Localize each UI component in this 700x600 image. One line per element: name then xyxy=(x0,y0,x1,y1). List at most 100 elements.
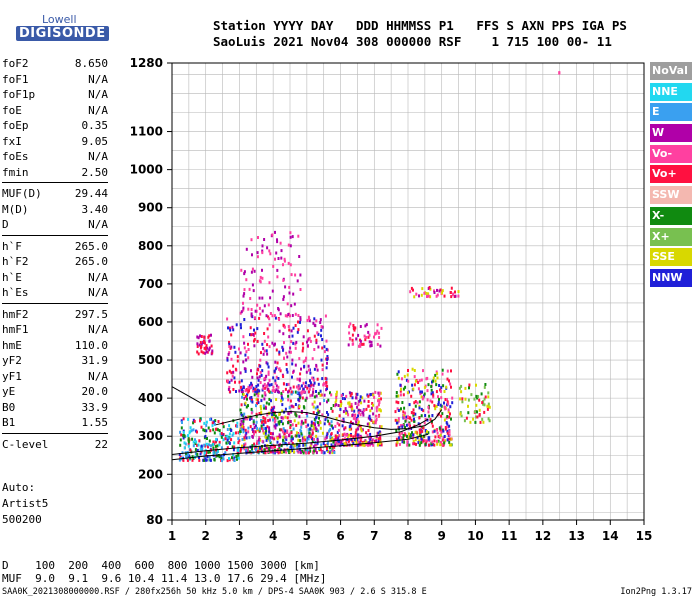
echo-point xyxy=(231,456,233,460)
echo-point xyxy=(220,454,223,458)
echo-point xyxy=(255,412,258,416)
echo-point xyxy=(283,341,285,345)
echo-point xyxy=(335,403,338,407)
echo-point xyxy=(208,348,211,352)
echo-point xyxy=(232,328,235,332)
echo-point xyxy=(375,439,378,443)
echo-point xyxy=(222,438,225,442)
echo-point xyxy=(435,390,438,394)
echo-point xyxy=(403,440,406,444)
echo-point xyxy=(269,436,271,440)
echo-point xyxy=(367,400,370,403)
echo-point xyxy=(218,443,221,447)
echo-point xyxy=(260,411,263,415)
echo-point xyxy=(437,395,439,399)
echo-point xyxy=(354,443,357,447)
echo-point xyxy=(351,413,354,417)
echo-point xyxy=(438,435,441,439)
echo-point xyxy=(245,405,248,409)
echo-point xyxy=(254,309,257,313)
echo-point xyxy=(275,375,278,379)
echo-point xyxy=(262,352,265,356)
echo-point xyxy=(282,390,285,393)
echo-point xyxy=(251,434,254,438)
echo-point xyxy=(268,249,271,253)
echo-point xyxy=(372,443,375,447)
echo-point xyxy=(233,441,236,445)
echo-point xyxy=(429,399,432,403)
echo-point xyxy=(313,317,316,321)
echo-point xyxy=(326,432,329,436)
echo-point xyxy=(275,388,278,392)
echo-point xyxy=(335,436,338,439)
echo-point xyxy=(440,430,443,434)
echo-point xyxy=(412,387,415,391)
echo-point xyxy=(304,438,307,442)
echo-point xyxy=(273,437,276,441)
echo-point xyxy=(483,403,486,407)
echo-point xyxy=(269,312,272,315)
echo-point xyxy=(443,401,445,405)
echo-point xyxy=(239,449,242,453)
echo-point xyxy=(228,345,231,348)
echo-point xyxy=(359,344,362,348)
echo-point xyxy=(405,415,408,419)
echo-point xyxy=(267,335,270,339)
echo-point xyxy=(242,428,245,432)
echo-point xyxy=(272,385,275,389)
echo-point xyxy=(226,446,229,450)
echo-point xyxy=(274,426,277,430)
echo-point xyxy=(222,457,225,461)
echo-point xyxy=(427,443,430,447)
echo-point xyxy=(311,376,314,380)
echo-point xyxy=(425,440,428,444)
echo-point xyxy=(420,441,423,445)
echo-point xyxy=(321,431,324,435)
echo-point xyxy=(348,331,351,335)
echo-point xyxy=(327,450,330,453)
echo-point xyxy=(427,405,430,409)
echo-point xyxy=(469,420,472,424)
echo-point xyxy=(269,439,272,443)
echo-point xyxy=(259,381,262,384)
param-row: hmF2 297.5 xyxy=(2,307,108,323)
echo-point xyxy=(372,393,375,397)
echo-point xyxy=(250,314,253,318)
echo-point xyxy=(289,244,292,248)
echo-point xyxy=(321,363,324,367)
echo-point xyxy=(369,344,372,348)
echo-point xyxy=(212,440,215,444)
echo-point xyxy=(404,426,406,429)
echo-point xyxy=(294,312,297,316)
echo-point xyxy=(249,450,252,454)
echo-point xyxy=(289,263,292,267)
echo-point xyxy=(277,377,280,380)
echo-point xyxy=(212,420,215,424)
echo-point xyxy=(439,428,442,432)
echo-point xyxy=(197,336,200,340)
echo-point xyxy=(254,331,257,335)
echo-point xyxy=(259,404,262,408)
echo-point xyxy=(290,410,293,414)
echo-point xyxy=(358,344,360,348)
echo-point xyxy=(250,407,253,411)
param-row: C-level 22 xyxy=(2,437,108,453)
echo-point xyxy=(207,426,210,430)
echo-point xyxy=(228,457,230,460)
echo-point xyxy=(205,429,208,433)
echo-point xyxy=(241,388,244,391)
echo-point xyxy=(448,415,451,419)
echo-point xyxy=(296,330,299,334)
echo-point xyxy=(236,457,238,461)
echo-point xyxy=(360,342,363,346)
echo-point xyxy=(316,412,319,416)
echo-point xyxy=(253,337,256,341)
echo-point xyxy=(292,427,295,431)
echo-point xyxy=(242,360,245,364)
echo-point xyxy=(198,439,201,443)
echo-point xyxy=(412,408,415,412)
echo-point xyxy=(255,448,257,452)
echo-point xyxy=(259,370,262,374)
echo-point xyxy=(179,443,182,447)
echo-point xyxy=(310,420,313,424)
